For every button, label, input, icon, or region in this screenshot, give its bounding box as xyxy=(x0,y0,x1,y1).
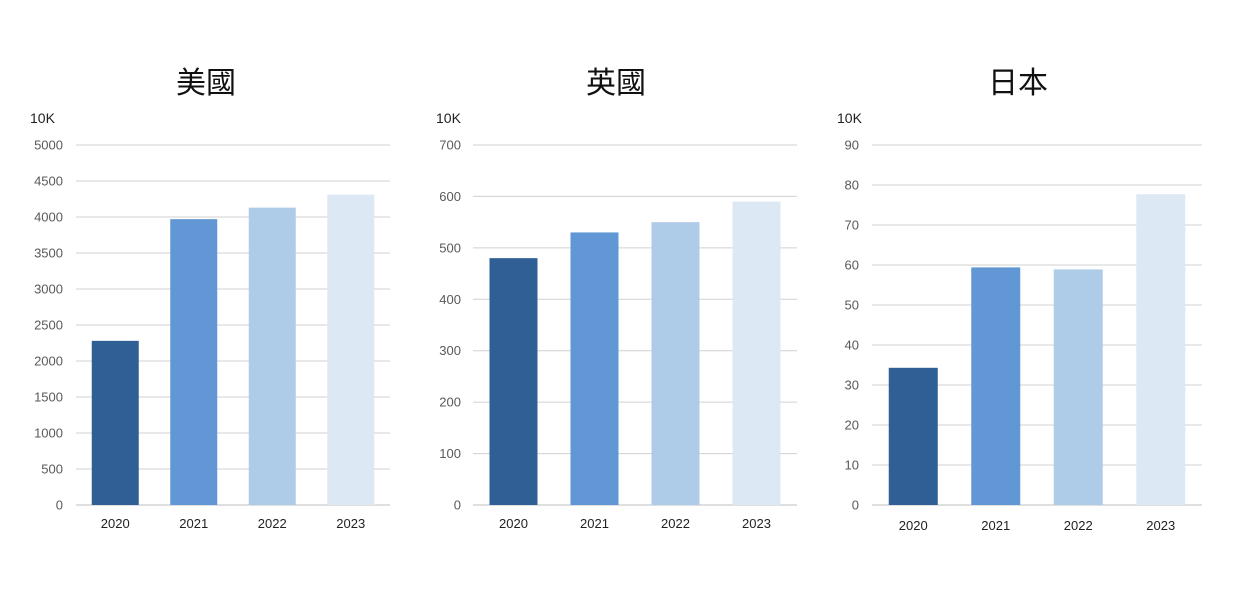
x-tick-label: 2020 xyxy=(899,518,928,533)
bar xyxy=(91,340,139,505)
x-tick-label: 2022 xyxy=(258,516,287,531)
y-unit-label: 10K xyxy=(436,110,462,126)
y-tick-label: 4000 xyxy=(34,210,63,225)
y-unit-label: 10K xyxy=(30,110,56,126)
y-tick-label: 500 xyxy=(41,462,63,477)
bar xyxy=(651,222,700,505)
chart-usa: 美國 10K 0 500 1000 1500 2000 2500 3000 3500 4000 4… xyxy=(30,66,390,531)
y-tick-label: 5000 xyxy=(34,138,63,153)
y-tick-label: 0 xyxy=(56,498,63,513)
y-tick-label: 1500 xyxy=(34,390,63,405)
x-tick-label: 2020 xyxy=(499,516,528,531)
x-tick-label: 2023 xyxy=(336,516,365,531)
y-tick-label: 500 xyxy=(439,240,461,255)
bar xyxy=(170,219,218,505)
y-tick-label: 0 xyxy=(454,498,461,513)
bar xyxy=(1053,269,1103,505)
x-tick-label: 2021 xyxy=(981,518,1010,533)
y-tick-label: 20 xyxy=(845,418,859,433)
y-tick-label: 60 xyxy=(845,258,859,273)
y-tick-label: 600 xyxy=(439,189,461,204)
chart-title: 美國 xyxy=(176,66,236,101)
y-tick-label: 700 xyxy=(439,138,461,153)
bar xyxy=(248,207,296,505)
x-tick-label: 2022 xyxy=(1064,518,1093,533)
x-tick-label: 2023 xyxy=(742,516,771,531)
y-tick-label: 3000 xyxy=(34,282,63,297)
bar xyxy=(971,267,1021,505)
y-tick-label: 2500 xyxy=(34,318,63,333)
bar xyxy=(327,194,375,505)
y-tick-label: 0 xyxy=(852,498,859,513)
y-tick-label: 40 xyxy=(845,338,859,353)
y-tick-label: 200 xyxy=(439,395,461,410)
bar xyxy=(570,232,619,505)
bar xyxy=(1136,194,1186,505)
y-tick-label: 70 xyxy=(845,218,859,233)
bar xyxy=(732,201,781,506)
y-tick-label: 80 xyxy=(845,178,859,193)
y-tick-label: 50 xyxy=(845,298,859,313)
x-tick-label: 2021 xyxy=(580,516,609,531)
y-unit-label: 10K xyxy=(837,110,863,126)
y-tick-label: 10 xyxy=(845,458,859,473)
y-tick-label: 300 xyxy=(439,343,461,358)
chart-uk: 英國 10K 0 100 200 300 400 500 600 700 2020 2021 202… xyxy=(436,66,797,531)
y-tick-label: 4500 xyxy=(34,174,63,189)
y-tick-label: 3500 xyxy=(34,246,63,261)
chart-japan: 日本 10K 0 10 20 30 40 50 60 70 80 90 2020 2021 2022 20… xyxy=(837,66,1202,533)
x-tick-label: 2021 xyxy=(179,516,208,531)
y-tick-label: 2000 xyxy=(34,354,63,369)
y-tick-label: 100 xyxy=(439,446,461,461)
bar xyxy=(489,258,538,505)
y-tick-label: 90 xyxy=(845,138,859,153)
bar xyxy=(888,367,938,505)
chart-title: 日本 xyxy=(988,66,1048,101)
y-tick-label: 400 xyxy=(439,292,461,307)
chart-title: 英國 xyxy=(586,66,646,101)
x-tick-label: 2022 xyxy=(661,516,690,531)
x-tick-label: 2023 xyxy=(1146,518,1175,533)
y-tick-label: 30 xyxy=(845,378,859,393)
y-tick-label: 1000 xyxy=(34,426,63,441)
x-tick-label: 2020 xyxy=(101,516,130,531)
